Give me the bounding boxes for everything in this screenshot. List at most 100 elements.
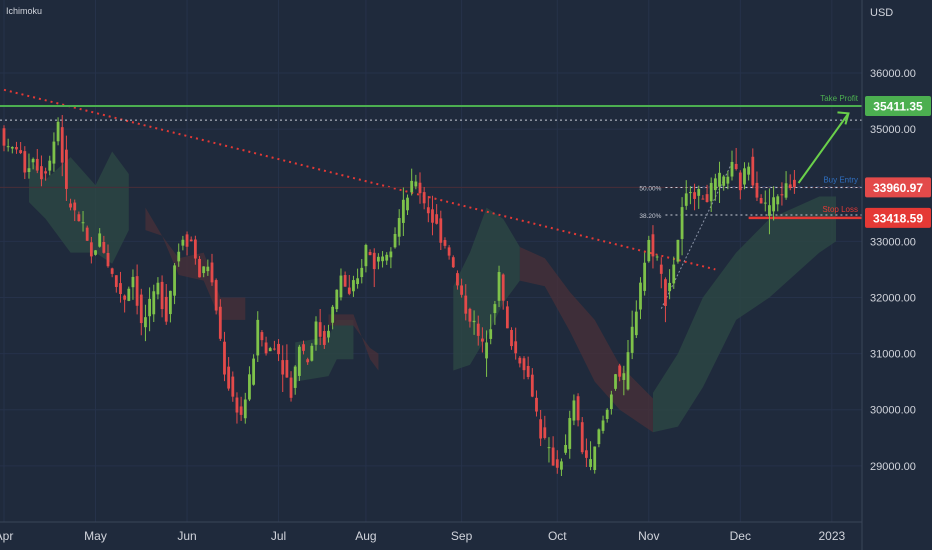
candle-body: [114, 275, 118, 287]
candle-body: [655, 256, 659, 258]
candle-body: [481, 338, 484, 342]
buy-entry-text: Buy Entry: [823, 175, 858, 184]
candle-body: [364, 244, 368, 267]
candle-body: [514, 341, 518, 354]
candle-body: [668, 282, 671, 292]
candle-body: [489, 329, 493, 339]
take-profit-tag: [865, 96, 931, 117]
candle-body: [426, 207, 430, 214]
candle-body: [568, 418, 572, 449]
candle-body: [647, 239, 651, 262]
x-tick-label: Aug: [355, 529, 376, 543]
candle-body: [522, 358, 526, 371]
candle-body: [202, 266, 206, 274]
candle-body: [680, 207, 684, 239]
candle-body: [485, 342, 488, 359]
candle-body: [264, 342, 268, 354]
candle-body: [763, 202, 767, 204]
candle-body: [793, 179, 796, 188]
candle-body: [510, 329, 513, 347]
cloud-segment: [519, 246, 653, 433]
candle-body: [35, 158, 39, 171]
candle-body: [622, 373, 626, 380]
candle-body: [664, 279, 667, 306]
candle-body: [381, 256, 384, 262]
x-tick-label: Nov: [638, 529, 659, 543]
candle-body: [218, 306, 222, 339]
candle-body: [576, 396, 580, 421]
candle-body: [443, 240, 447, 246]
candle-body: [123, 295, 127, 300]
candle-body: [776, 196, 780, 205]
candle-body: [2, 128, 6, 146]
candle-body: [659, 264, 663, 274]
candle-body: [23, 151, 27, 173]
candle-body: [173, 265, 176, 296]
candle-body: [185, 234, 189, 247]
candle-body: [722, 176, 726, 186]
candle-body: [768, 205, 771, 216]
candle-body: [110, 268, 114, 274]
candle-body: [360, 267, 364, 278]
candle-body: [102, 241, 106, 253]
candle-body: [626, 352, 630, 390]
candle-body: [377, 256, 380, 262]
candle-body: [10, 147, 14, 149]
take-profit-text: Take Profit: [820, 94, 859, 103]
candle-body: [302, 344, 305, 351]
candle-body: [468, 308, 472, 322]
candle-body: [189, 239, 193, 242]
target-arrow-head: [837, 111, 850, 125]
candle-body: [755, 182, 759, 198]
level-lines: [0, 88, 862, 309]
fib-trend-line: [660, 162, 733, 309]
y-tick-label: 31000.00: [870, 349, 916, 361]
candle-body: [356, 278, 359, 285]
candle-body: [672, 264, 676, 284]
y-tick-label: 36000.00: [870, 68, 916, 80]
x-tick-label: 2023: [818, 529, 845, 543]
x-tick-label: Dec: [730, 529, 751, 543]
stop-loss-text: Stop Loss: [822, 205, 858, 214]
candle-body: [285, 360, 289, 378]
candle-body: [48, 160, 52, 171]
candle-body: [368, 251, 372, 256]
candle-body: [331, 306, 335, 323]
candle-body: [127, 288, 131, 301]
candle-body: [460, 285, 463, 295]
grid-layer: [0, 0, 862, 522]
candle-body: [597, 429, 601, 445]
candle-body: [243, 399, 247, 419]
candle-body: [684, 193, 688, 206]
fib-label: 38.20%: [639, 213, 661, 220]
candle-body: [451, 257, 455, 268]
candle-body: [555, 459, 559, 468]
candle-body: [177, 251, 181, 262]
candle-body: [709, 182, 713, 202]
candle-body: [759, 197, 763, 204]
candle-body: [738, 172, 742, 191]
candle-body: [214, 280, 218, 311]
cloud-segment: [652, 196, 836, 433]
candle-body: [56, 121, 60, 142]
candle-body: [94, 250, 97, 255]
candle-body: [456, 273, 459, 286]
x-tick-label: Jun: [177, 529, 196, 543]
candle-body: [618, 365, 622, 377]
candle-body: [239, 406, 243, 415]
candle-body: [543, 427, 547, 438]
candle-body: [19, 150, 23, 154]
candle-body: [65, 149, 68, 189]
candle-body: [69, 203, 72, 208]
candle-body: [156, 282, 160, 295]
fib-label: 50.00%: [639, 185, 661, 192]
candle-body: [256, 319, 260, 356]
candle-body: [472, 320, 476, 323]
candle-body: [676, 239, 680, 262]
candle-body: [160, 281, 164, 310]
candle-body: [289, 377, 293, 398]
candle-body: [651, 234, 655, 257]
candle-body: [335, 289, 339, 310]
